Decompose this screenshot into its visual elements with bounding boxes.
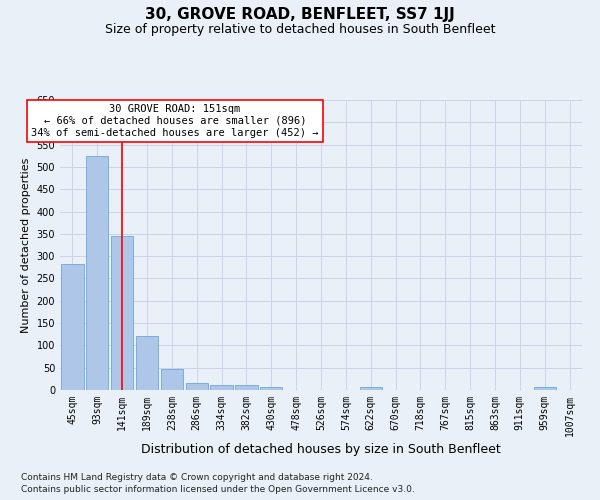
Bar (111, 236, 133, 390)
Bar (161, 368, 183, 390)
Y-axis label: Number of detached properties: Number of detached properties (21, 158, 31, 332)
Bar (533, 387, 556, 390)
Bar (61, 264, 83, 390)
Text: 30 GROVE ROAD: 151sqm
← 66% of detached houses are smaller (896)
34% of semi-det: 30 GROVE ROAD: 151sqm ← 66% of detached … (31, 104, 319, 138)
Bar (86, 156, 109, 390)
Bar (211, 385, 233, 390)
Text: Contains HM Land Registry data © Crown copyright and database right 2024.: Contains HM Land Registry data © Crown c… (21, 472, 373, 482)
Text: Distribution of detached houses by size in South Benfleet: Distribution of detached houses by size … (141, 442, 501, 456)
Bar (260, 387, 283, 390)
Bar (359, 387, 382, 390)
Text: 30, GROVE ROAD, BENFLEET, SS7 1JJ: 30, GROVE ROAD, BENFLEET, SS7 1JJ (145, 8, 455, 22)
Bar (136, 336, 158, 390)
Text: Size of property relative to detached houses in South Benfleet: Size of property relative to detached ho… (105, 22, 495, 36)
Text: Contains public sector information licensed under the Open Government Licence v3: Contains public sector information licen… (21, 485, 415, 494)
Bar (185, 383, 208, 390)
Bar (235, 385, 257, 390)
